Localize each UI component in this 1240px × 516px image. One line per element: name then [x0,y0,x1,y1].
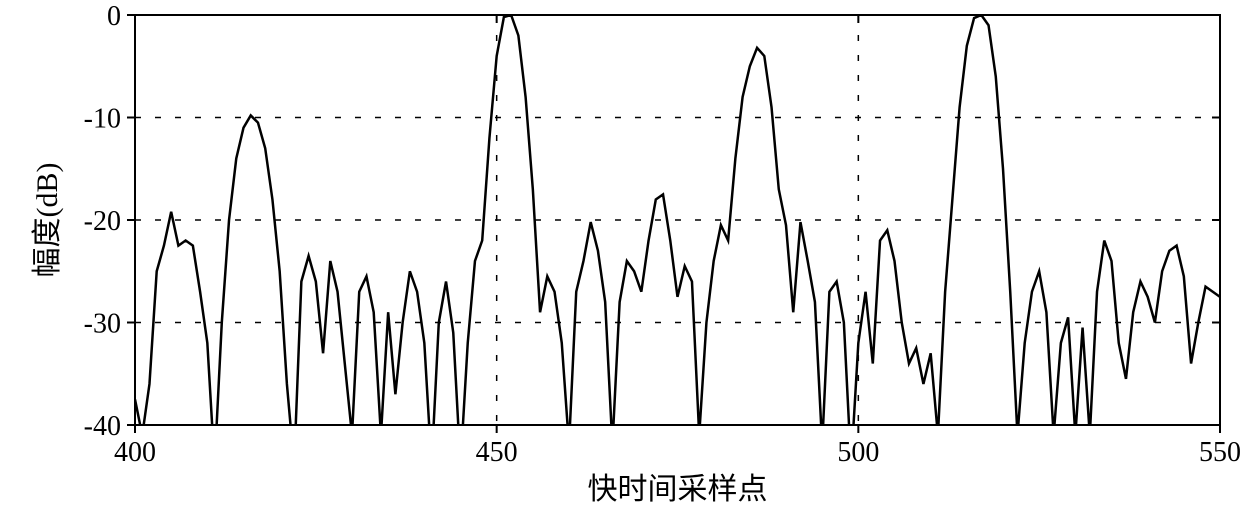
y-tick-label: 0 [107,1,121,32]
x-axis-label: 快时间采样点 [588,473,768,506]
x-tick-label: 450 [476,437,518,468]
chart-container: 400450500550-40-30-20-100快时间采样点幅度(dB) [0,0,1240,516]
y-tick-label: -30 [84,308,121,339]
y-tick-label: -10 [84,103,121,134]
y-tick-label: -20 [84,206,121,237]
x-tick-label: 500 [837,437,879,468]
chart-bg [0,0,1240,516]
y-axis-label: 幅度(dB) [31,163,64,278]
line-chart: 400450500550-40-30-20-100快时间采样点幅度(dB) [0,0,1240,516]
y-tick-label: -40 [84,411,121,442]
x-tick-label: 550 [1199,437,1240,468]
